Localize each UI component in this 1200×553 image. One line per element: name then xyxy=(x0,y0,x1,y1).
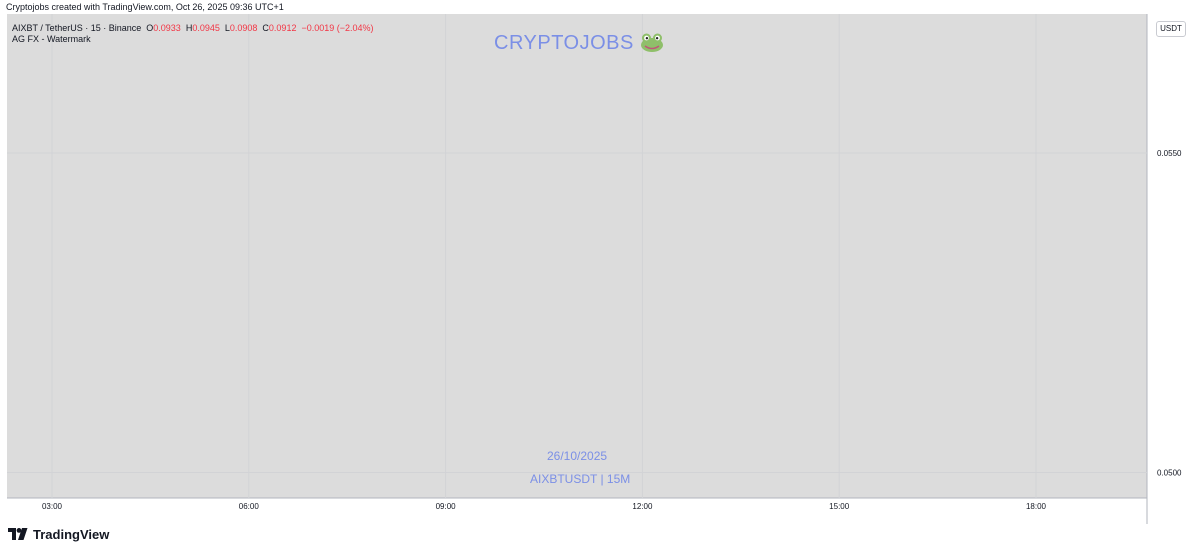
currency-button[interactable]: USDT xyxy=(1156,21,1186,37)
plot-area[interactable] xyxy=(7,14,1147,498)
low-value: 0.0908 xyxy=(229,23,258,33)
watermark-title: CRYPTOJOBS xyxy=(494,32,664,55)
y-tick-label[interactable]: 0.0550 xyxy=(1157,149,1182,158)
x-tick-label[interactable]: 09:00 xyxy=(436,502,457,511)
tradingview-logo-icon xyxy=(8,528,28,540)
created-with-text: Cryptojobs created with TradingView.com,… xyxy=(6,2,284,12)
tradingview-brand[interactable]: TradingView xyxy=(8,526,109,542)
x-tick-label[interactable]: 12:00 xyxy=(632,502,653,511)
open-label: O xyxy=(146,23,154,33)
watermark-brand: CRYPTOJOBS xyxy=(494,32,634,54)
high-value: 0.0945 xyxy=(192,23,220,33)
candlestick-chart[interactable]: 0.05000.05500.06000.06500.07000.07500.08… xyxy=(0,14,1200,524)
price-scale[interactable] xyxy=(1147,14,1200,498)
symbol-name[interactable]: AIXBT / TetherUS · 15 · Binance xyxy=(12,23,142,33)
x-tick-label[interactable]: 06:00 xyxy=(239,502,260,511)
symbol-legend[interactable]: AIXBT / TetherUS · 15 · Binance O0.0933 … xyxy=(12,23,374,33)
indicator-legend[interactable]: AG FX - Watermark xyxy=(12,34,91,44)
top-bar: Cryptojobs created with TradingView.com,… xyxy=(0,0,1200,14)
watermark-date: 26/10/2025 xyxy=(547,449,608,463)
y-tick-label[interactable]: 0.0500 xyxy=(1157,469,1182,478)
x-tick-label[interactable]: 18:00 xyxy=(1026,502,1047,511)
x-tick-label[interactable]: 15:00 xyxy=(829,502,850,511)
low-label: L xyxy=(224,23,230,33)
open-value: 0.0933 xyxy=(153,23,181,33)
time-scale[interactable] xyxy=(7,498,1147,524)
change-value: −0.0019 (−2.04%) xyxy=(301,23,374,33)
close-value: 0.0912 xyxy=(268,23,297,33)
indicator-name[interactable]: AG FX - Watermark xyxy=(12,34,91,44)
tradingview-wordmark: TradingView xyxy=(33,526,110,542)
watermark-symbol-timeframe: AIXBTUSDT | 15M xyxy=(530,472,631,486)
close-label: C xyxy=(262,23,269,33)
high-label: H xyxy=(185,23,193,33)
frog-icon xyxy=(640,33,663,52)
x-tick-label[interactable]: 03:00 xyxy=(42,502,63,511)
